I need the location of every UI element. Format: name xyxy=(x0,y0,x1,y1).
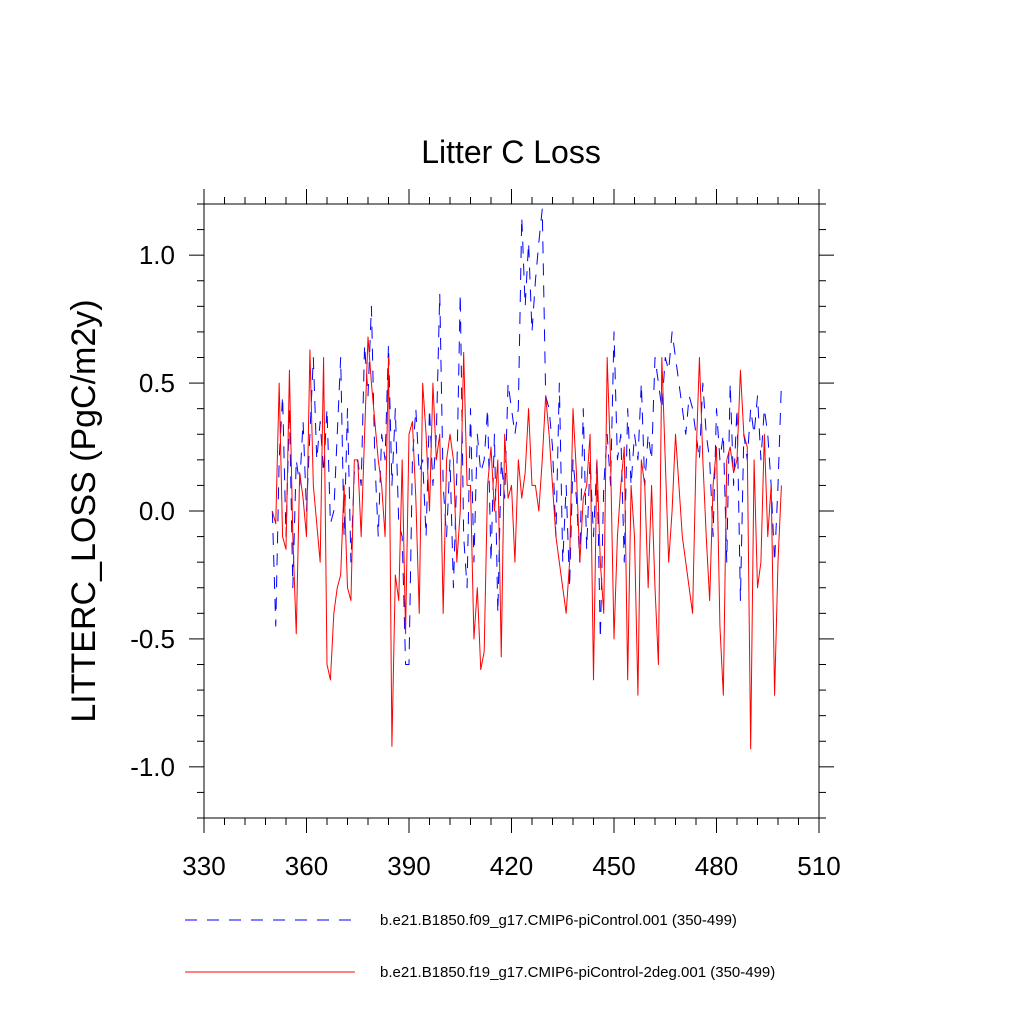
x-tick-label: 390 xyxy=(387,851,430,881)
series-line-1 xyxy=(271,208,782,665)
y-tick-label: 0.0 xyxy=(139,496,175,526)
x-tick-label: 480 xyxy=(695,851,738,881)
x-tick-label: 510 xyxy=(797,851,840,881)
y-tick-label: -1.0 xyxy=(130,752,175,782)
chart-title: Litter C Loss xyxy=(421,134,601,170)
series-line-2 xyxy=(271,336,782,750)
y-tick-label: -0.5 xyxy=(130,624,175,654)
legend: b.e21.B1850.f09_g17.CMIP6-piControl.001 … xyxy=(185,912,775,981)
x-tick-labels: 330 360 390 420 450 480 510 xyxy=(182,851,840,881)
x-tick-label: 360 xyxy=(285,851,328,881)
plot-frame xyxy=(203,203,820,819)
y-tick-label: 1.0 xyxy=(139,240,175,270)
y-tick-labels: -1.0 -0.5 0.0 0.5 1.0 xyxy=(130,240,175,782)
x-tick-label: 330 xyxy=(182,851,225,881)
x-tick-label: 450 xyxy=(592,851,635,881)
axis-ticks xyxy=(189,189,834,833)
legend-label-series-1: b.e21.B1850.f09_g17.CMIP6-piControl.001 … xyxy=(380,912,737,929)
y-tick-label: 0.5 xyxy=(139,368,175,398)
series-lines xyxy=(271,208,782,750)
legend-label-series-2: b.e21.B1850.f19_g17.CMIP6-piControl-2deg… xyxy=(380,964,775,981)
y-axis-label: LITTERC_LOSS (PgC/m2y) xyxy=(65,299,103,722)
x-tick-label: 420 xyxy=(490,851,533,881)
